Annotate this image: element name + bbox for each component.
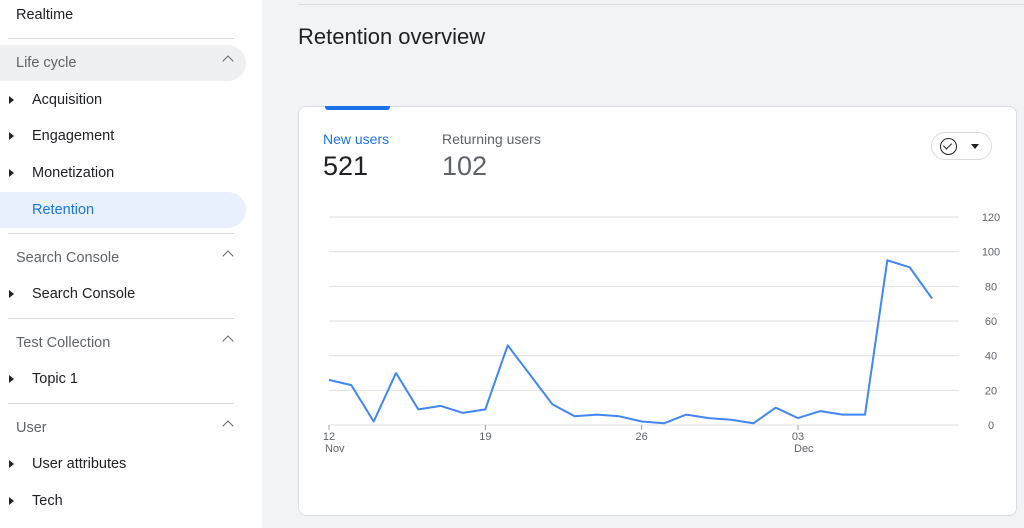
x-tick-sublabel: Dec (794, 443, 814, 455)
section-label: Test Collection (16, 335, 111, 351)
chevron-up-icon (222, 335, 234, 347)
new-users-label: New users (323, 131, 390, 147)
caret-right-icon (9, 96, 14, 104)
sidebar-item-retention[interactable]: Retention (0, 192, 246, 228)
y-tick-label: 60 (985, 316, 997, 328)
sidebar-item-label: Monetization (32, 165, 115, 181)
x-tick-label: 03 (792, 431, 804, 443)
y-tick-label: 40 (985, 351, 997, 363)
chevron-up-icon (222, 420, 234, 432)
dropdown-arrow-icon (971, 144, 979, 149)
sidebar: Realtime Life cycle Acquisition Engageme… (0, 0, 262, 528)
section-search-console[interactable]: Search Console (0, 240, 246, 276)
caret-right-icon (9, 290, 14, 298)
x-tick-sublabel: Nov (325, 443, 345, 455)
sidebar-item-label: Retention (32, 202, 95, 218)
section-test-collection[interactable]: Test Collection (0, 325, 246, 361)
sidebar-item-realtime[interactable]: Realtime (0, 0, 73, 30)
y-tick-label: 100 (982, 247, 1000, 259)
sidebar-item-label: User attributes (32, 456, 127, 472)
section-label: Search Console (16, 250, 120, 266)
page-title: Retention overview (298, 24, 486, 49)
retention-card: New users 521 Returning users 102 0 20 40 6… (298, 106, 1017, 516)
sidebar-item-user-attributes[interactable]: User attributes (0, 446, 246, 482)
sidebar-item-label: Engagement (32, 128, 115, 144)
new-users-value: 521 (323, 151, 369, 181)
chevron-up-icon (222, 55, 234, 67)
x-tick-label: 19 (479, 431, 491, 443)
section-label: Life cycle (16, 55, 77, 71)
caret-right-icon (9, 460, 14, 468)
header-divider (298, 4, 1024, 5)
new-users-series-line (328, 259, 933, 425)
sidebar-divider (8, 403, 234, 404)
active-tab-indicator (325, 106, 390, 110)
y-tick-label: 120 (982, 212, 1000, 224)
section-user[interactable]: User (0, 410, 246, 446)
caret-right-icon (9, 497, 14, 505)
y-tick-label: 0 (988, 420, 994, 432)
sidebar-item-topic-1[interactable]: Topic 1 (0, 361, 246, 397)
sidebar-item-label: Topic 1 (32, 371, 78, 387)
section-label: User (16, 420, 47, 436)
sidebar-item-label: Realtime (16, 7, 74, 23)
x-tick-label: 12 (323, 431, 335, 443)
sidebar-item-label: Search Console (32, 286, 136, 302)
x-tick-label: 26 (636, 431, 648, 443)
series-select-button[interactable] (931, 132, 992, 160)
returning-users-label: Returning users (442, 131, 541, 147)
sidebar-item-engagement[interactable]: Engagement (0, 118, 246, 154)
sidebar-divider (8, 233, 234, 234)
returning-users-value: 102 (442, 151, 488, 181)
y-tick-label: 20 (985, 385, 997, 397)
sidebar-item-label: Acquisition (32, 92, 103, 108)
sidebar-divider (8, 38, 234, 39)
caret-right-icon (9, 169, 14, 177)
caret-right-icon (9, 132, 14, 140)
chevron-up-icon (222, 250, 234, 262)
section-life-cycle[interactable]: Life cycle (0, 45, 246, 81)
y-tick-label: 80 (985, 281, 997, 293)
caret-right-icon (9, 375, 14, 383)
sidebar-divider (8, 318, 234, 319)
check-circle-icon (940, 138, 957, 155)
sidebar-item-search-console[interactable]: Search Console (0, 276, 246, 312)
sidebar-item-label: Tech (32, 493, 63, 509)
sidebar-item-acquisition[interactable]: Acquisition (0, 82, 246, 118)
sidebar-item-tech[interactable]: Tech (0, 483, 246, 519)
sidebar-item-monetization[interactable]: Monetization (0, 155, 246, 191)
